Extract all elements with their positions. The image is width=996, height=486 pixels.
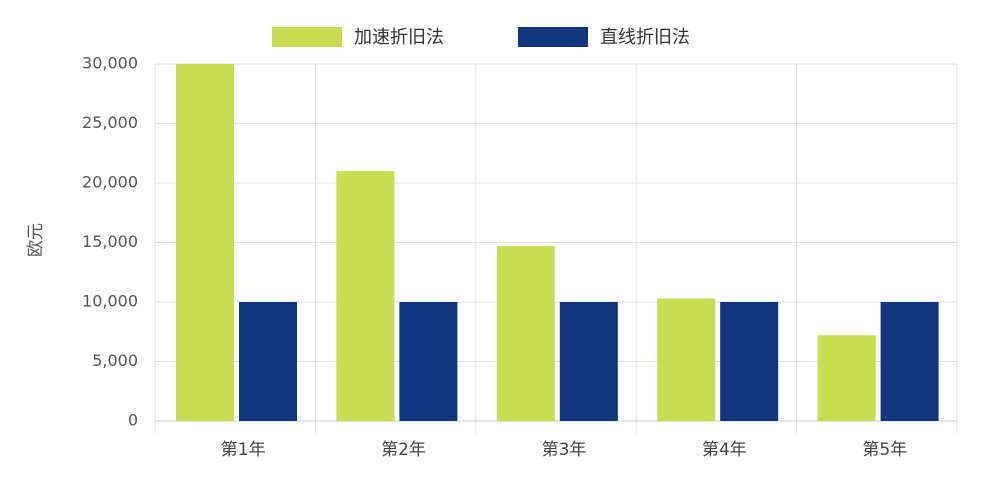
bar [336,171,395,421]
bar [496,246,555,421]
bar [720,302,779,421]
x-tick-label: 第5年 [862,440,907,460]
bar [559,302,618,421]
bar [399,302,458,421]
y-tick-label: 20,000 [82,173,138,192]
bar [880,302,939,421]
x-tick-label: 第4年 [702,440,747,460]
bar [239,302,297,421]
legend-swatch [272,27,342,47]
x-tick-label: 第2年 [381,440,426,460]
legend-label: 直线折旧法 [600,27,690,48]
legend-swatch [518,27,588,47]
bar [176,64,234,421]
y-axis-label: 欧元 [26,223,46,257]
y-tick-label: 15,000 [82,232,138,251]
y-tick-label: 30,000 [82,54,138,73]
bar [657,298,716,421]
x-tick-label: 第1年 [221,440,266,460]
y-tick-label: 5,000 [92,351,138,370]
legend-label: 加速折旧法 [354,27,444,48]
y-tick-label: 25,000 [82,113,138,132]
y-tick-label: 0 [128,411,138,430]
x-tick-label: 第3年 [542,440,587,460]
y-tick-label: 10,000 [82,292,138,311]
bar [817,335,876,421]
